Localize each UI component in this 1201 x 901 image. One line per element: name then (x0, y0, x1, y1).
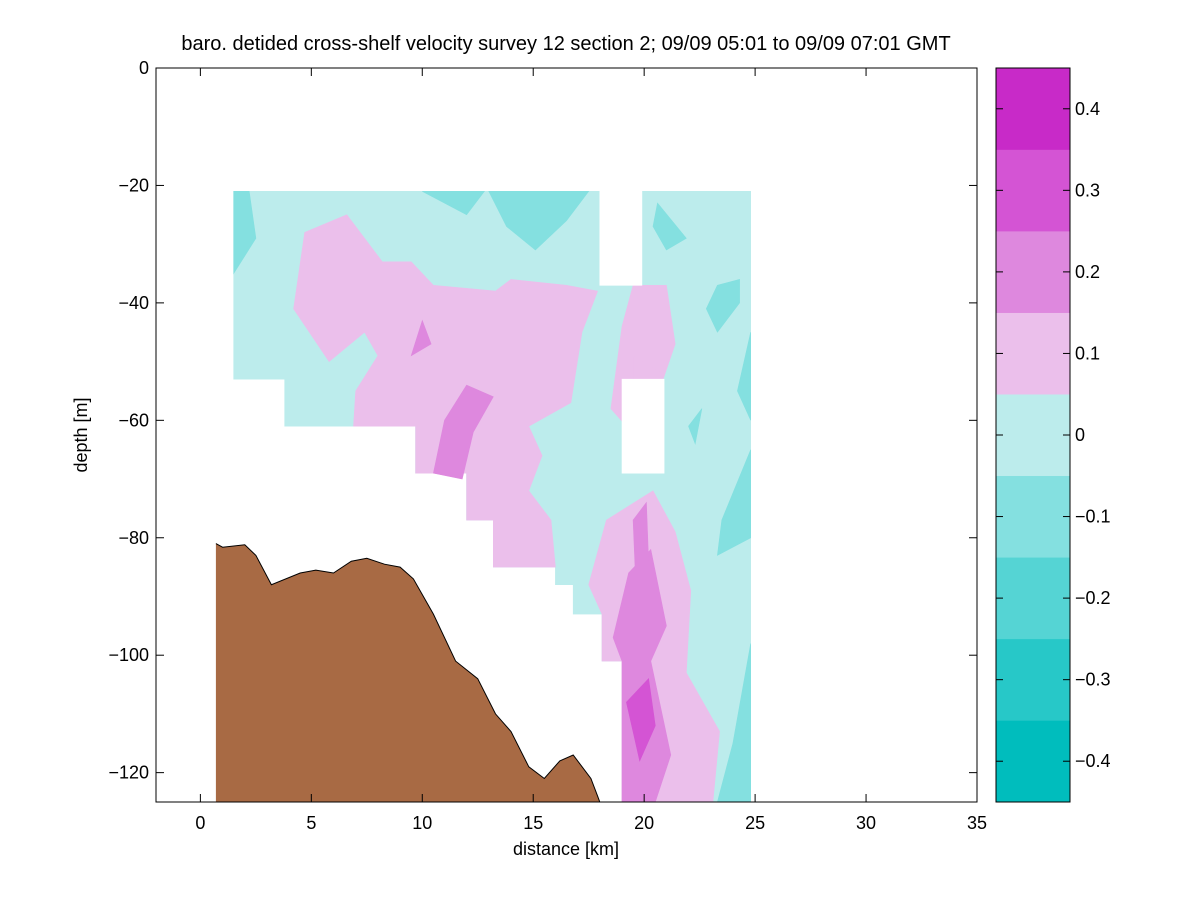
plot-frame (155, 67, 978, 803)
contour-region (705, 279, 740, 333)
y-tick-label: −100 (108, 645, 149, 665)
colorbar-ticks: 0.4 0.3 0.2 0.1 0 −0.1 −0.2 −0.3 −0.4 (996, 99, 1111, 771)
contour-region (652, 202, 687, 251)
bathymetry-layer (215, 543, 601, 802)
seafloor-outline (215, 543, 601, 802)
colorbar-tick-label: −0.4 (1075, 751, 1111, 771)
no-data-region (621, 378, 665, 474)
y-tick-label: −60 (118, 410, 149, 430)
x-tick-label: 15 (523, 813, 543, 833)
colorbar-tick-label: 0.2 (1075, 262, 1100, 282)
seafloor-bathymetry (215, 543, 600, 802)
y-tick-label: −20 (118, 175, 149, 195)
colorbar-tick-label: 0 (1075, 425, 1085, 445)
x-tick-label: 35 (967, 813, 987, 833)
x-tick-label: 25 (745, 813, 765, 833)
colorbar-band (995, 149, 1071, 232)
contour-region (612, 548, 672, 802)
x-tick-label: 10 (412, 813, 432, 833)
colorbar-band (995, 67, 1071, 150)
contour-region (488, 191, 590, 251)
colorbar-tick-label: 0.1 (1075, 343, 1100, 363)
colorbar: 0.4 0.3 0.2 0.1 0 −0.1 −0.2 −0.3 −0.4 (995, 67, 1111, 803)
contour-region (233, 191, 257, 275)
y-axis-label: depth [m] (71, 397, 91, 472)
y-axis: 0 −20 −40 −60 −80 −100 −120 (108, 58, 977, 783)
contour-region (293, 214, 599, 568)
contour-region (717, 449, 752, 556)
x-tick-label: 0 (195, 813, 205, 833)
colorbar-band (995, 230, 1071, 313)
contour-region (626, 678, 656, 762)
x-tick-label: 5 (306, 813, 316, 833)
colorbar-tick-label: −0.1 (1075, 507, 1111, 527)
colorbar-tick-label: 0.4 (1075, 99, 1100, 119)
colorbar-band (995, 475, 1071, 558)
y-tick-label: −80 (118, 528, 149, 548)
contour-region (632, 501, 649, 574)
chart-title: baro. detided cross-shelf velocity surve… (181, 33, 950, 55)
contour-region (737, 332, 752, 421)
x-tick-label: 30 (856, 813, 876, 833)
colorbar-band (995, 557, 1071, 640)
colorbar-bands (995, 67, 1071, 803)
contour-region (433, 384, 494, 480)
x-axis-label: distance [km] (513, 839, 619, 859)
nan-layer (599, 191, 665, 474)
no-data-region (599, 191, 643, 286)
colorbar-tick-label: −0.2 (1075, 588, 1111, 608)
colorbar-tick-label: −0.3 (1075, 670, 1111, 690)
colorbar-tick-label: 0.3 (1075, 180, 1100, 200)
y-tick-label: −40 (118, 293, 149, 313)
colorbar-band (995, 638, 1071, 721)
x-axis: 0 5 10 15 20 25 30 35 (195, 68, 987, 833)
y-tick-label: 0 (139, 58, 149, 78)
contour-region (410, 319, 432, 357)
colorbar-band (995, 393, 1071, 477)
colorbar-band (995, 720, 1071, 803)
contour-region (688, 408, 703, 445)
contour-region (422, 191, 486, 216)
x-tick-label: 20 (634, 813, 654, 833)
y-tick-label: −120 (108, 763, 149, 783)
contour-region (717, 643, 752, 802)
plot-area: 0 5 10 15 20 25 30 35 0 −20 −40 −60 −80 −100 −120 (108, 58, 987, 833)
colorbar-band (995, 312, 1071, 395)
